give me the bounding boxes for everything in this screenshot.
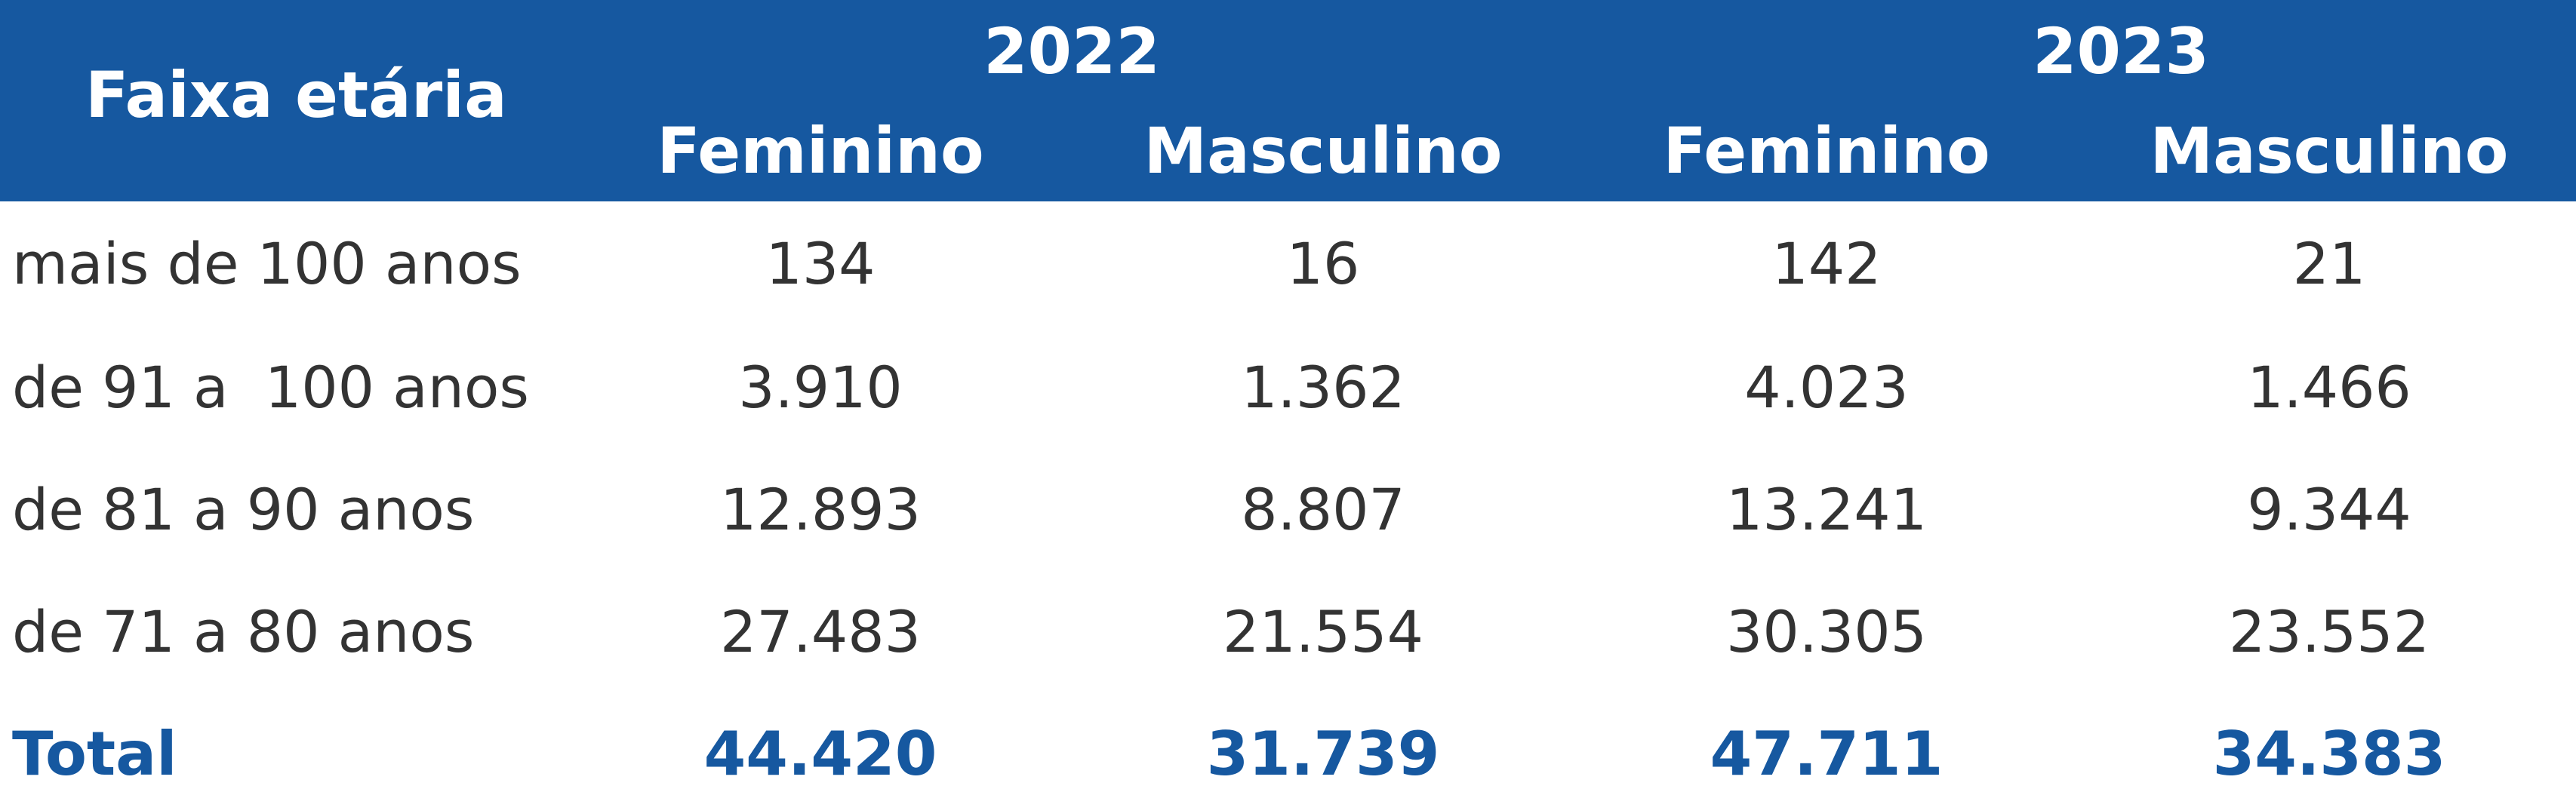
- year-header-2022: 2022: [983, 14, 1160, 88]
- table-cell: 21: [2292, 230, 2366, 297]
- table-cell: 16: [1286, 230, 1360, 297]
- total-cell: 34.383: [2212, 719, 2446, 789]
- table-cell: 27.483: [720, 598, 921, 665]
- row-label: de 91 a 100 anos: [12, 354, 529, 421]
- table-cell: 1.362: [1241, 354, 1405, 421]
- row-label: mais de 100 anos: [12, 230, 522, 297]
- row-label: de 81 a 90 anos: [12, 476, 475, 543]
- table-header: [0, 0, 2576, 201]
- table-cell: 1.466: [2247, 354, 2411, 421]
- table-cell: 142: [1771, 230, 1882, 297]
- sub-header-2022-masculino: Masculino: [1143, 114, 1503, 188]
- table-cell: 9.344: [2247, 476, 2411, 543]
- table-cell: 30.305: [1726, 598, 1927, 665]
- table-cell: 8.807: [1241, 476, 1405, 543]
- year-header-2023: 2023: [2033, 14, 2209, 88]
- row-header-label: Faixa etária: [85, 58, 507, 132]
- sub-header-2023-masculino: Masculino: [2150, 114, 2509, 188]
- table-cell: 21.554: [1223, 598, 1423, 665]
- row-label: de 71 a 80 anos: [12, 598, 475, 665]
- table-cell: 13.241: [1726, 476, 1927, 543]
- sub-header-2022-feminino: Feminino: [657, 114, 984, 188]
- sub-header-2023-feminino: Feminino: [1663, 114, 1990, 188]
- table-cell: 4.023: [1744, 354, 1909, 421]
- total-label: Total: [12, 719, 177, 789]
- total-cell: 47.711: [1710, 719, 1944, 789]
- table-cell: 134: [765, 230, 876, 297]
- total-cell: 44.420: [703, 719, 937, 789]
- total-cell: 31.739: [1206, 719, 1440, 789]
- table-cell: 12.893: [720, 476, 921, 543]
- table-cell: 3.910: [738, 354, 903, 421]
- table-cell: 23.552: [2229, 598, 2430, 665]
